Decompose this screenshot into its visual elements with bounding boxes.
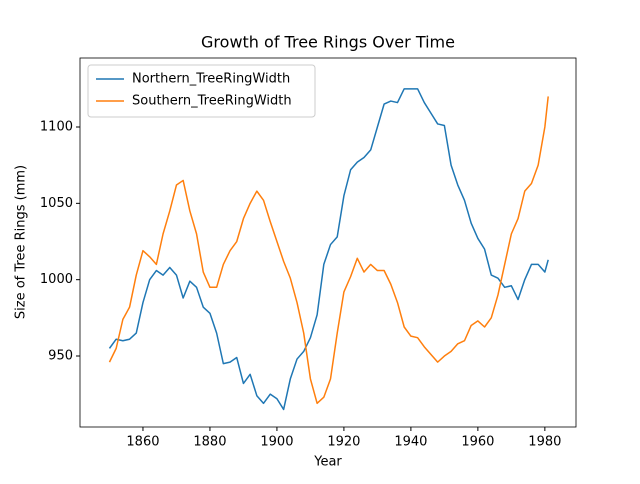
x-tick-label: 1860 (126, 435, 159, 450)
x-tick-label: 1980 (528, 435, 561, 450)
x-tick-label: 1880 (193, 435, 226, 450)
y-tick-label: 1050 (40, 196, 73, 211)
x-tick-label: 1920 (327, 435, 360, 450)
chart-title: Growth of Tree Rings Over Time (201, 33, 455, 52)
y-axis-label: Size of Tree Rings (mm) (14, 165, 29, 319)
x-axis-label: Year (313, 455, 342, 470)
legend-label: Northern_TreeRingWidth (132, 72, 290, 87)
series-line (108, 96, 549, 405)
series-line (108, 88, 549, 411)
legend-label: Southern_TreeRingWidth (132, 94, 292, 109)
y-tick-label: 950 (48, 349, 73, 364)
x-tick-label: 1940 (394, 435, 427, 450)
x-tick-label: 1900 (260, 435, 293, 450)
x-tick-label: 1960 (461, 435, 494, 450)
legend-box (87, 64, 316, 118)
axes-frame (79, 57, 577, 428)
y-tick-label: 1000 (40, 272, 73, 287)
y-tick-label: 1100 (40, 120, 73, 135)
